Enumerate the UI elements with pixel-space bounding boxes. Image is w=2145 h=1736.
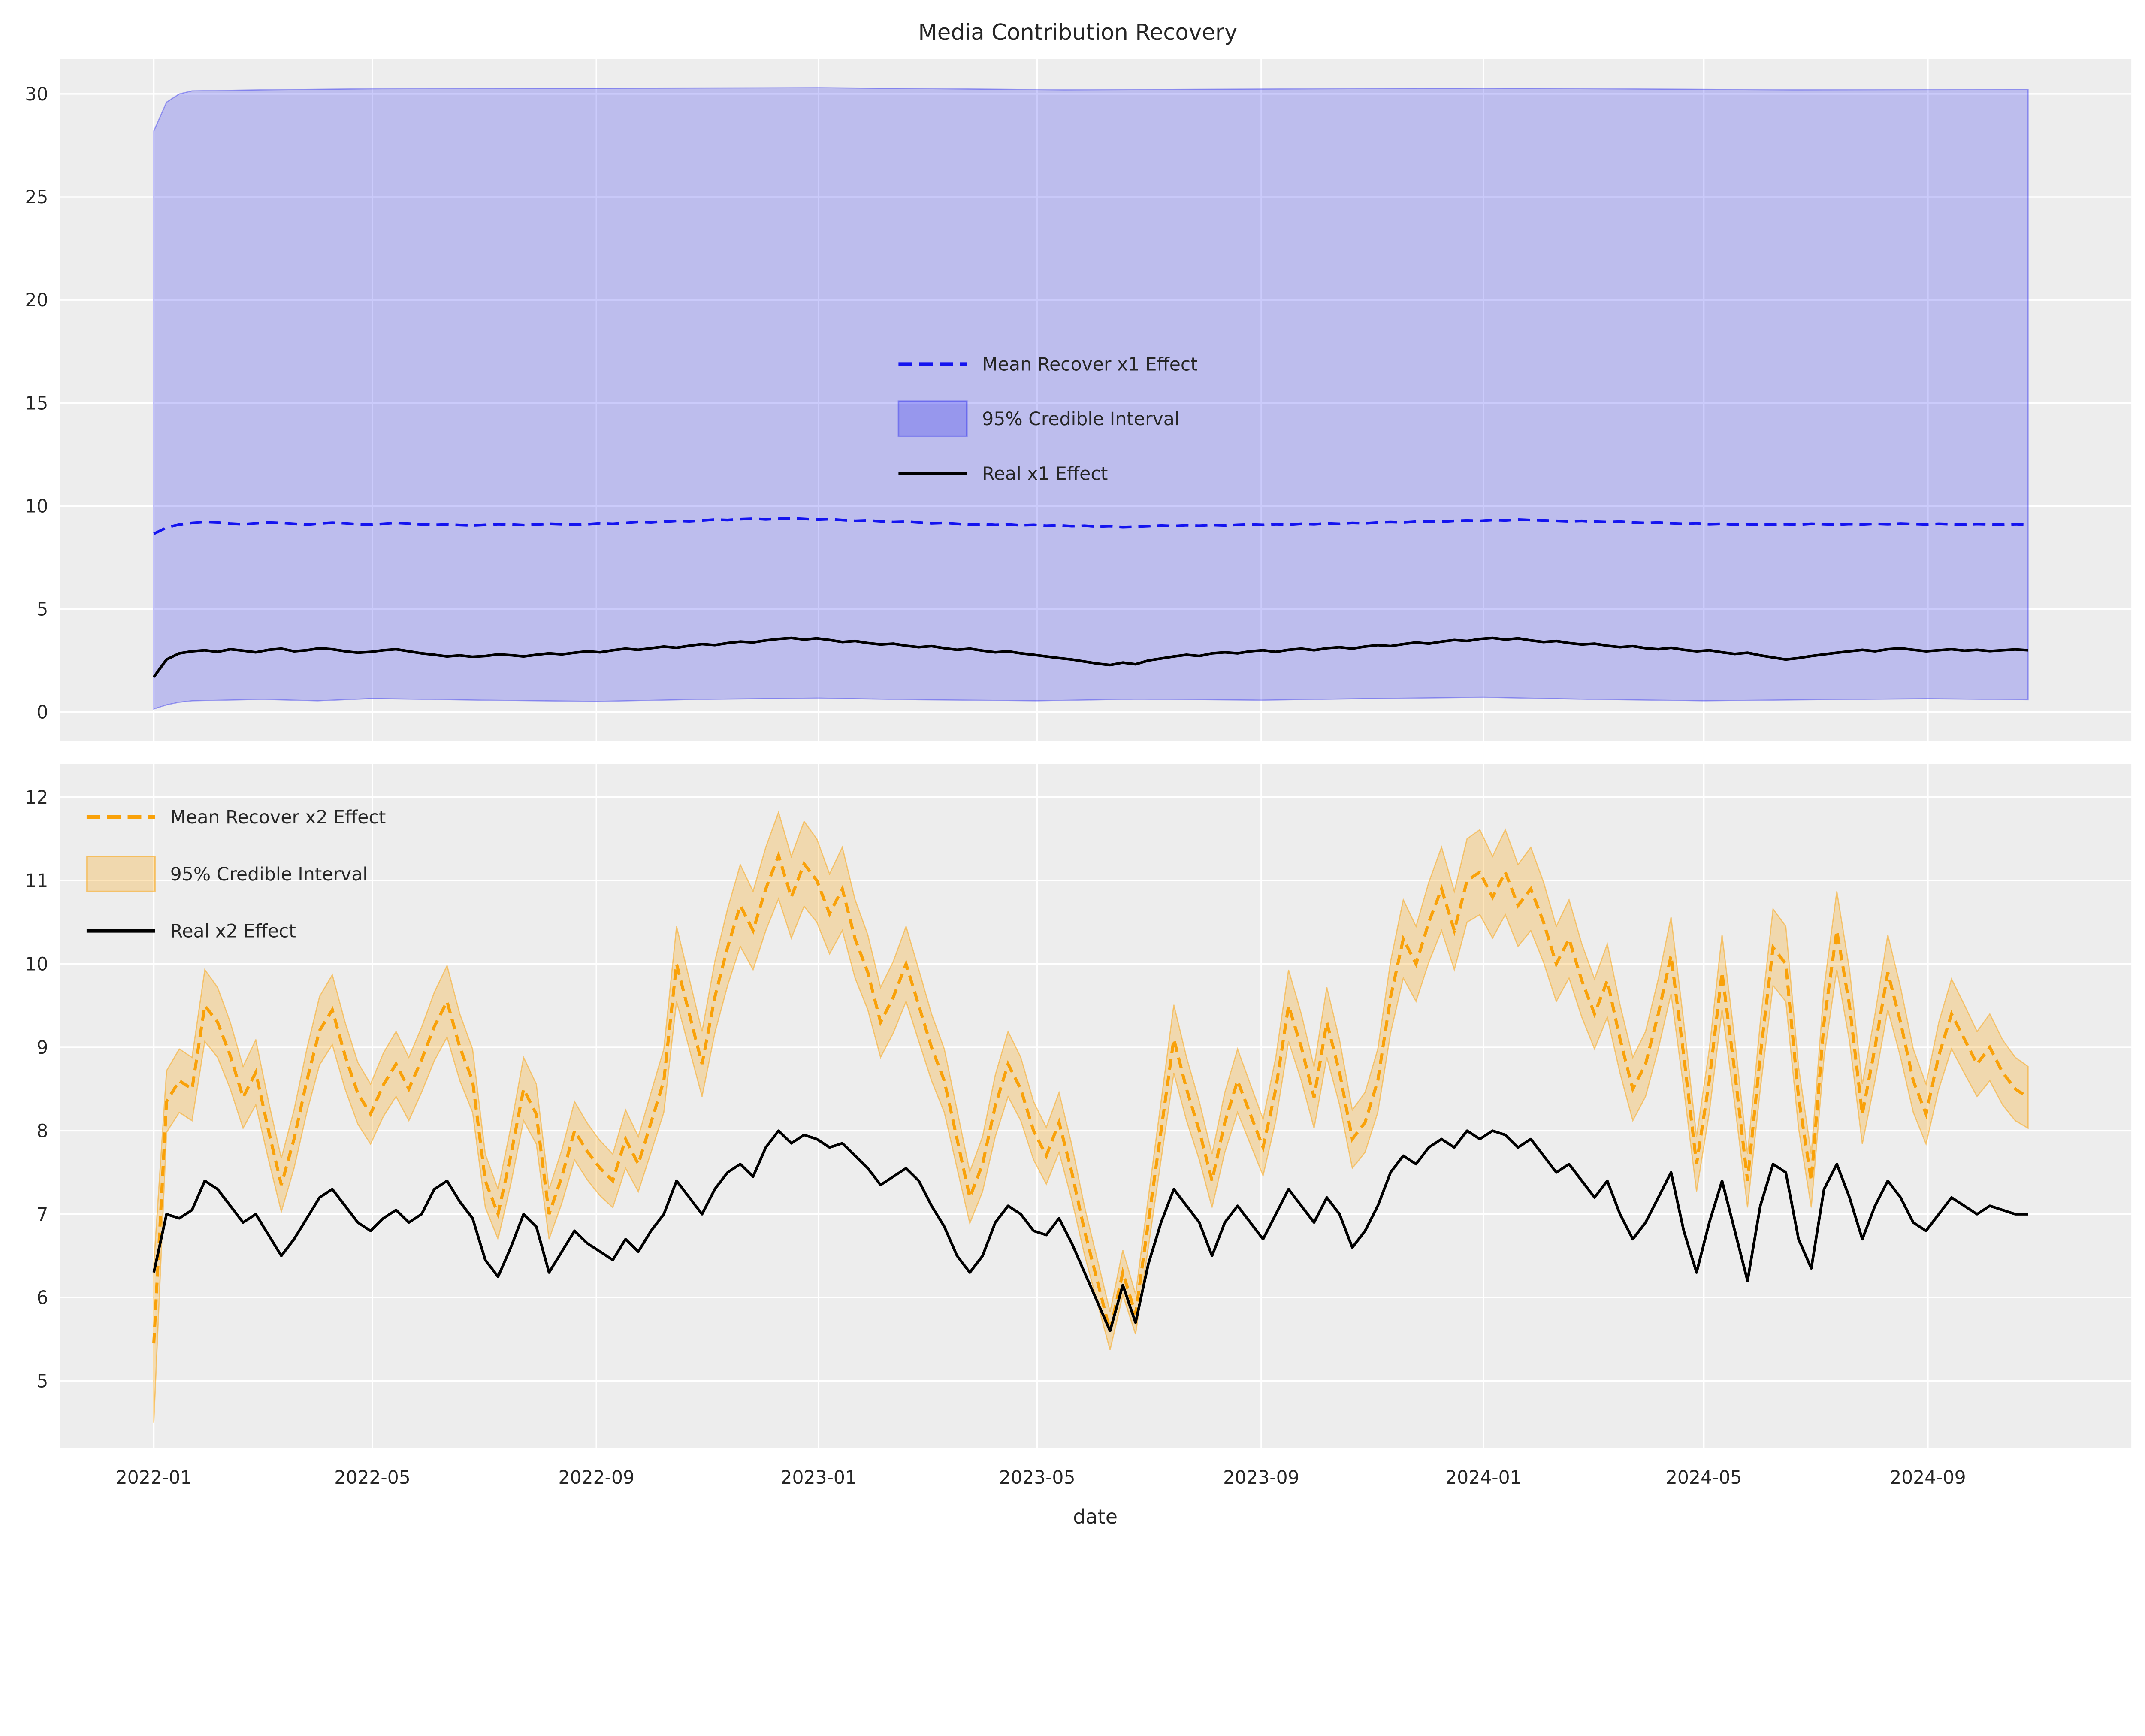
y-tick-label: 9 [36,1037,48,1059]
figure: 0 5 10 15 20 25 30 Mean Recover x1 Effect 95% Cr… [25,19,2132,1529]
x-tick-label: 2022-09 [558,1467,634,1488]
axes-background [60,59,2132,741]
x-tick-label: 2022-05 [334,1467,411,1488]
y-tick-label: 20 [25,290,48,311]
y-tick-label: 25 [25,187,48,208]
x-tick-label: 2024-01 [1445,1467,1522,1488]
grid-layer [60,59,2132,741]
x-tick-label: 2024-09 [1890,1467,1966,1488]
legend-label: Real x2 Effect [170,921,296,942]
x-tick-label: 2022-01 [116,1467,192,1488]
y-tick-label: 0 [36,702,48,723]
chart-canvas: 0 5 10 15 20 25 30 Mean Recover x1 Effect 95% Cr… [25,19,2132,1529]
legend-label: 95% Credible Interval [982,409,1179,430]
x-tick-label: 2023-01 [780,1467,857,1488]
y-tick-label: 8 [36,1121,48,1142]
top-subplot: 0 5 10 15 20 25 30 Mean Recover x1 Effect 95% Cr… [25,59,2132,741]
top-legend: Mean Recover x1 Effect 95% Credible Inter… [897,354,1198,484]
real-x2-line [152,1129,2028,1333]
y-tick-label: 6 [36,1288,48,1309]
legend-label: Real x1 Effect [982,463,1108,484]
figure-title: Media Contribution Recovery [918,20,1237,45]
y-tick-label: 10 [25,954,48,975]
x1-credible-interval-band [153,87,2029,710]
x-axis-label: date [1073,1505,1118,1528]
x-tick-label: 2024-05 [1666,1467,1742,1488]
legend-patch-handle [897,400,968,437]
legend-label: Mean Recover x1 Effect [982,354,1198,375]
legend-label: Mean Recover x2 Effect [170,807,386,828]
y-tick-label: 30 [25,84,48,105]
x-tick-label: 2023-09 [1223,1467,1299,1488]
x-tick-labels: 2022-01 2022-05 2022-09 2023-01 2023-05 2023-… [116,1467,1966,1488]
plots-layer: 0 5 10 15 20 25 30 Mean Recover x1 Effect 95% Cr… [25,59,2132,1488]
y-tick-labels: 5 6 7 8 9 10 11 12 [25,787,48,1392]
legend-label: 95% Credible Interval [170,864,368,885]
real-x1-line [153,636,2028,678]
mean-recover-x2-line [152,851,2029,1344]
y-tick-label: 11 [25,871,48,892]
mean-recover-x1-line [153,517,2028,535]
y-tick-labels: 0 5 10 15 20 25 30 [25,84,48,723]
y-tick-label: 5 [36,599,48,620]
y-tick-label: 15 [25,393,48,414]
y-tick-label: 12 [25,787,48,808]
grid-layer [60,764,2132,1448]
x-tick-label: 2023-05 [999,1467,1076,1488]
y-tick-label: 10 [25,496,48,517]
y-tick-label: 7 [36,1204,48,1225]
legend-patch-handle [86,856,156,892]
bottom-legend: Mean Recover x2 Effect 95% Credible Inter… [86,807,386,942]
x2-credible-interval-band [153,810,2029,1423]
axes-background [60,764,2132,1448]
y-tick-label: 5 [36,1371,48,1392]
